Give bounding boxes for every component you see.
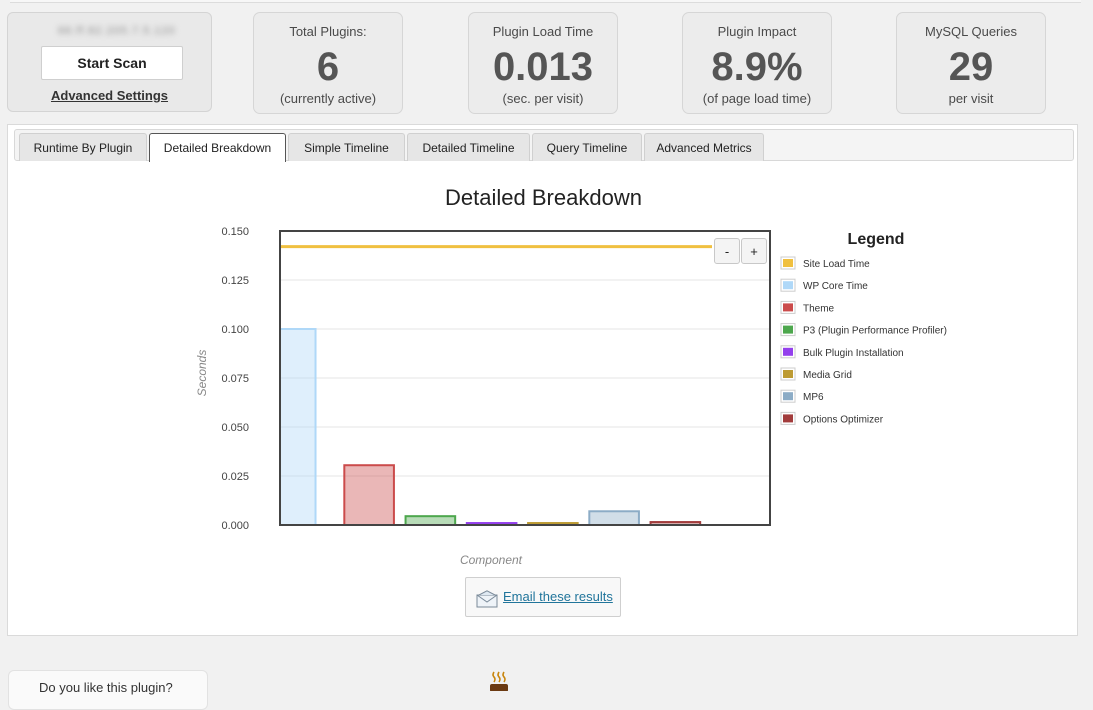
tab-simple-timeline[interactable]: Simple Timeline bbox=[288, 133, 405, 161]
top-divider bbox=[10, 0, 1081, 3]
y-tick-label: 0.050 bbox=[221, 422, 249, 434]
legend-label: Bulk Plugin Installation bbox=[803, 348, 904, 359]
stat-plugin-impact: Plugin Impact 8.9% (of page load time) bbox=[682, 12, 832, 114]
stat-mysql-queries: MySQL Queries 29 per visit bbox=[896, 12, 1046, 114]
y-tick-label: 0.150 bbox=[221, 226, 249, 238]
bar-p3-plugin-performance-profiler bbox=[404, 515, 457, 526]
stat-sub: (currently active) bbox=[279, 91, 377, 106]
breakdown-chart: 0.150 0.125 0.100 0.075 0.050 0.025 0.000 Seco… bbox=[195, 226, 947, 567]
legend-label: Options Optimizer bbox=[803, 414, 884, 425]
stat-sub: (sec. per visit) bbox=[502, 91, 584, 106]
tab-detailed-breakdown[interactable]: Detailed Breakdown bbox=[149, 133, 286, 162]
stat-sub: (of page load time) bbox=[702, 91, 812, 106]
tab-query-timeline[interactable]: Query Timeline bbox=[532, 133, 642, 161]
envelope-icon bbox=[476, 590, 498, 608]
y-tick-label: 0.125 bbox=[221, 275, 249, 287]
stat-total-plugins: Total Plugins: 6 (currently active) bbox=[253, 12, 403, 114]
stat-label: MySQL Queries bbox=[925, 24, 1017, 39]
like-plugin-text: Do you like this plugin? bbox=[39, 680, 173, 695]
stat-label: Plugin Impact bbox=[717, 24, 797, 39]
email-results-link[interactable]: Email these results bbox=[503, 589, 613, 604]
zoom-in-button[interactable]: + bbox=[741, 238, 767, 264]
legend-label: Site Load Time bbox=[803, 259, 870, 270]
legend-label: WP Core Time bbox=[803, 281, 868, 292]
bar-mp6 bbox=[588, 510, 640, 526]
y-axis-title: Seconds bbox=[195, 350, 209, 397]
stat-label: Plugin Load Time bbox=[492, 24, 594, 39]
bar-wp-core-time bbox=[279, 328, 317, 526]
scan-box: 66.ff.82.205.7.5.120 Start Scan Advanced… bbox=[7, 12, 212, 112]
legend-title: Legend bbox=[848, 231, 905, 248]
tab-detailed-timeline[interactable]: Detailed Timeline bbox=[407, 133, 530, 161]
stat-value: 6 bbox=[316, 45, 340, 89]
email-results-button[interactable]: Email these results bbox=[465, 577, 621, 617]
stat-value: 0.013 bbox=[492, 45, 594, 89]
stat-value: 8.9% bbox=[711, 45, 803, 89]
legend-swatch bbox=[783, 370, 793, 378]
legend-swatch bbox=[783, 303, 793, 312]
tab-bar: Runtime By Plugin Detailed Breakdown Sim… bbox=[14, 129, 1074, 162]
zoom-out-button[interactable]: - bbox=[714, 238, 740, 264]
legend: Site Load Time WP Core Time Theme P3 (Plugi… bbox=[780, 256, 947, 425]
y-axis-ticks: 0.150 0.125 0.100 0.075 0.050 0.025 0.000 bbox=[221, 226, 249, 532]
y-tick-label: 0.075 bbox=[221, 373, 249, 385]
x-axis-title: Component bbox=[460, 553, 523, 567]
chart-grid bbox=[280, 279, 770, 477]
coffee-icon bbox=[490, 671, 508, 691]
y-tick-label: 0.000 bbox=[221, 520, 249, 532]
legend-swatch bbox=[783, 347, 793, 356]
stat-label: Total Plugins: bbox=[289, 24, 367, 39]
legend-swatch bbox=[783, 325, 793, 334]
legend-label: Theme bbox=[803, 303, 835, 314]
legend-swatch bbox=[783, 414, 793, 423]
stat-value: 29 bbox=[948, 45, 994, 89]
legend-swatch bbox=[783, 281, 793, 290]
legend-label: Media Grid bbox=[803, 370, 852, 381]
bar-theme bbox=[343, 464, 395, 526]
legend-label: P3 (Plugin Performance Profiler) bbox=[803, 326, 947, 337]
scan-url: 66.ff.82.205.7.5.120 bbox=[58, 25, 176, 37]
legend-swatch bbox=[783, 259, 793, 267]
results-panel: Runtime By Plugin Detailed Breakdown Sim… bbox=[7, 124, 1078, 636]
tab-advanced-metrics[interactable]: Advanced Metrics bbox=[644, 133, 764, 161]
start-scan-button[interactable]: Start Scan bbox=[41, 46, 183, 80]
legend-swatch bbox=[783, 392, 793, 401]
y-tick-label: 0.025 bbox=[221, 471, 249, 483]
like-plugin-box: Do you like this plugin? bbox=[8, 670, 208, 710]
stat-plugin-load-time: Plugin Load Time 0.013 (sec. per visit) bbox=[468, 12, 618, 114]
plot-frame bbox=[279, 230, 771, 526]
tab-runtime-by-plugin[interactable]: Runtime By Plugin bbox=[19, 133, 147, 161]
y-tick-label: 0.100 bbox=[221, 324, 249, 336]
chart-title: Detailed Breakdown bbox=[445, 185, 642, 210]
legend-label: MP6 bbox=[803, 392, 824, 403]
advanced-settings-link[interactable]: Advanced Settings bbox=[50, 88, 169, 103]
stat-sub: per visit bbox=[948, 91, 994, 106]
